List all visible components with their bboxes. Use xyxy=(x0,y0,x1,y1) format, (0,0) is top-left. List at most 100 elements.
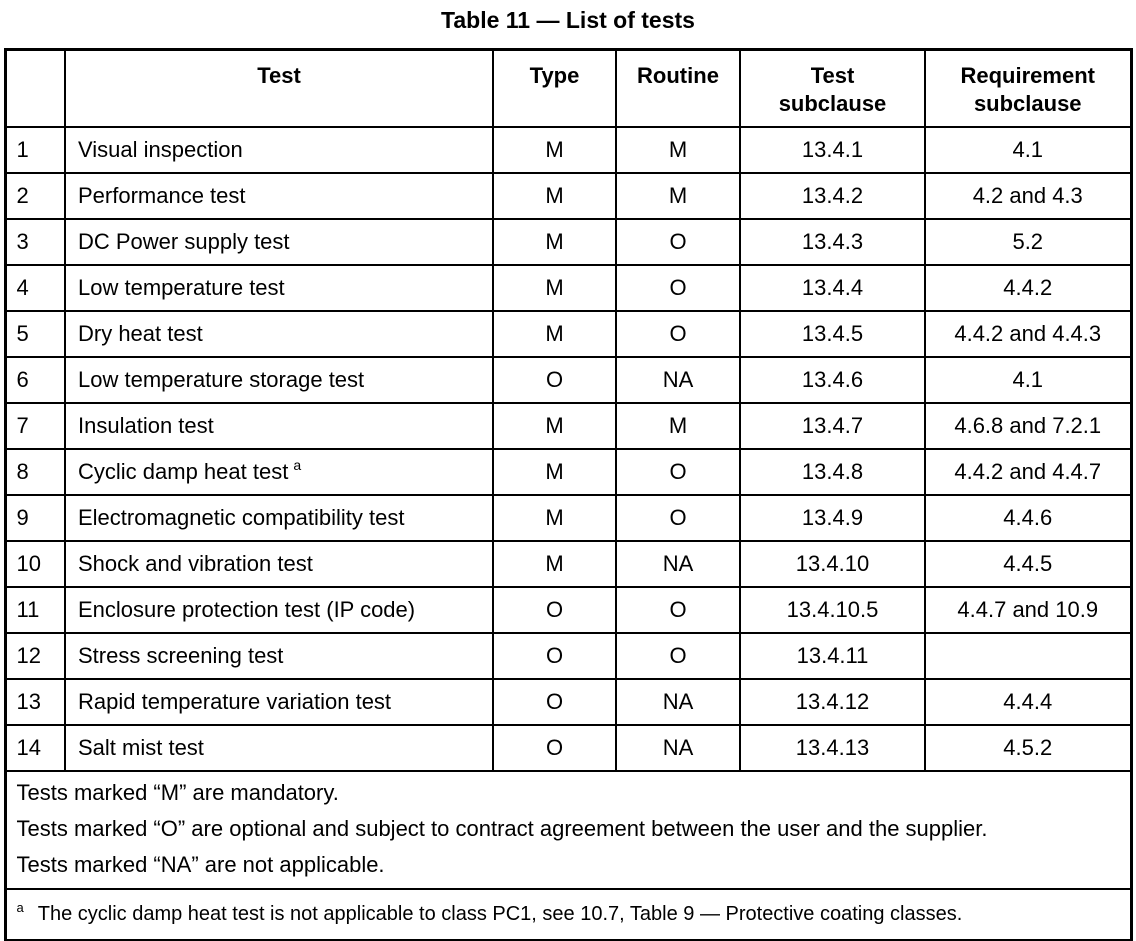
type-cell: M xyxy=(492,125,617,174)
header-line: subclause xyxy=(973,91,1082,116)
test-name-cell: Low temperature storage test xyxy=(64,355,494,404)
row-number-cell: 2 xyxy=(4,171,66,220)
type-cell: O xyxy=(492,723,617,772)
table-notes: Tests marked “M” are mandatory. Tests ma… xyxy=(4,769,1132,941)
table-row: 11 Enclosure protection test (IP code) O… xyxy=(4,585,1132,634)
test-subclause-cell: 13.4.8 xyxy=(739,447,926,496)
requirement-subclause-cell: 4.4.2 and 4.4.3 xyxy=(924,309,1132,358)
routine-cell: O xyxy=(615,263,741,312)
test-name: Visual inspection xyxy=(78,136,243,162)
routine-cell: NA xyxy=(615,355,741,404)
table-row: 3 DC Power supply test M O 13.4.3 5.2 xyxy=(4,217,1132,266)
type-cell: O xyxy=(492,585,617,634)
table-row: 1 Visual inspection M M 13.4.1 4.1 xyxy=(4,125,1132,174)
test-subclause-cell: 13.4.12 xyxy=(739,677,926,726)
test-name-cell: Dry heat test xyxy=(64,309,494,358)
test-name: Stress screening test xyxy=(78,642,284,668)
routine-cell: M xyxy=(615,125,741,174)
requirement-subclause-cell: 4.2 and 4.3 xyxy=(924,171,1132,220)
column-header-requirement-subclause: Requirement subclause xyxy=(924,48,1132,128)
routine-cell: NA xyxy=(615,723,741,772)
type-cell: O xyxy=(492,631,617,680)
test-name-cell: Insulation test xyxy=(64,401,494,450)
table-row: 14 Salt mist test O NA 13.4.13 4.5.2 xyxy=(4,723,1132,772)
test-name-cell: Cyclic damp heat test a xyxy=(64,447,494,496)
type-cell: O xyxy=(492,355,617,404)
routine-cell: NA xyxy=(615,677,741,726)
column-header-test-subclause: Test subclause xyxy=(739,48,926,128)
test-subclause-cell: 13.4.7 xyxy=(739,401,926,450)
row-number-cell: 5 xyxy=(4,309,66,358)
table-header: Test Type Routine Test subclause Require… xyxy=(4,48,1132,128)
header-line: subclause xyxy=(778,91,887,116)
row-number-cell: 3 xyxy=(4,217,66,266)
type-cell: O xyxy=(492,677,617,726)
column-header-routine: Routine xyxy=(615,48,741,128)
type-cell: M xyxy=(492,171,617,220)
test-name: Dry heat test xyxy=(78,320,203,346)
row-number-cell: 12 xyxy=(4,631,66,680)
table-row: 2 Performance test M M 13.4.2 4.2 and 4.… xyxy=(4,171,1132,220)
requirement-subclause-cell xyxy=(924,631,1132,680)
test-name-cell: Visual inspection xyxy=(64,125,494,174)
table-row: 4 Low temperature test M O 13.4.4 4.4.2 xyxy=(4,263,1132,312)
test-name: DC Power supply test xyxy=(78,228,290,254)
requirement-subclause-cell: 4.6.8 and 7.2.1 xyxy=(924,401,1132,450)
requirement-subclause-cell: 4.5.2 xyxy=(924,723,1132,772)
row-number-cell: 11 xyxy=(4,585,66,634)
requirement-subclause-cell: 4.4.5 xyxy=(924,539,1132,588)
test-name: Performance test xyxy=(78,182,246,208)
routine-cell: M xyxy=(615,401,741,450)
test-subclause-cell: 13.4.6 xyxy=(739,355,926,404)
test-name: Insulation test xyxy=(78,412,214,438)
table-row: 7 Insulation test M M 13.4.7 4.6.8 and 7… xyxy=(4,401,1132,450)
tests-table: Test Type Routine Test subclause Require… xyxy=(3,48,1133,941)
row-number-cell: 8 xyxy=(4,447,66,496)
routine-cell: O xyxy=(615,447,741,496)
test-name-cell: Salt mist test xyxy=(64,723,494,772)
test-name: Low temperature storage test xyxy=(78,366,365,392)
row-number-cell: 6 xyxy=(4,355,66,404)
footnote-text: The cyclic damp heat test is not applica… xyxy=(37,902,963,925)
test-name: Cyclic damp heat test xyxy=(78,458,289,484)
table-row: 12 Stress screening test O O 13.4.11 xyxy=(4,631,1132,680)
column-header-type: Type xyxy=(492,48,617,128)
row-number-cell: 14 xyxy=(4,723,66,772)
test-subclause-cell: 13.4.9 xyxy=(739,493,926,542)
test-subclause-cell: 13.4.13 xyxy=(739,723,926,772)
footnote-row: a The cyclic damp heat test is not applic… xyxy=(4,887,1132,941)
test-name: Salt mist test xyxy=(78,734,204,760)
test-subclause-cell: 13.4.1 xyxy=(739,125,926,174)
table-title: Table 11 — List of tests xyxy=(441,7,695,33)
requirement-subclause-cell: 4.1 xyxy=(924,355,1132,404)
requirement-subclause-cell: 4.4.4 xyxy=(924,677,1132,726)
table-row: 8 Cyclic damp heat test a M O 13.4.8 4.4.… xyxy=(4,447,1132,496)
test-subclause-cell: 13.4.5 xyxy=(739,309,926,358)
notes-row: Tests marked “M” are mandatory. Tests ma… xyxy=(4,769,1132,890)
row-number-cell: 4 xyxy=(4,263,66,312)
test-name-cell: Shock and vibration test xyxy=(64,539,494,588)
routine-cell: O xyxy=(615,585,741,634)
footnote-marker: a xyxy=(293,457,302,474)
table-row: 6 Low temperature storage test O NA 13.4… xyxy=(4,355,1132,404)
row-number-cell: 10 xyxy=(4,539,66,588)
test-name-cell: Enclosure protection test (IP code) xyxy=(64,585,494,634)
type-cell: M xyxy=(492,493,617,542)
type-cell: M xyxy=(492,539,617,588)
test-name: Low temperature test xyxy=(78,274,285,300)
footnote-marker: a xyxy=(16,900,24,916)
table-row: 10 Shock and vibration test M NA 13.4.10… xyxy=(4,539,1132,588)
test-subclause-cell: 13.4.11 xyxy=(739,631,926,680)
type-cell: M xyxy=(492,401,617,450)
column-header-number xyxy=(4,48,66,128)
routine-cell: NA xyxy=(615,539,741,588)
test-name-cell: Stress screening test xyxy=(64,631,494,680)
type-cell: M xyxy=(492,263,617,312)
requirement-subclause-cell: 5.2 xyxy=(924,217,1132,266)
row-number-cell: 7 xyxy=(4,401,66,450)
header-row: Test Type Routine Test subclause Require… xyxy=(4,48,1132,128)
requirement-subclause-cell: 4.4.7 and 10.9 xyxy=(924,585,1132,634)
note-line-not-applicable: Tests marked “NA” are not applicable. xyxy=(16,851,385,877)
requirement-subclause-cell: 4.4.6 xyxy=(924,493,1132,542)
